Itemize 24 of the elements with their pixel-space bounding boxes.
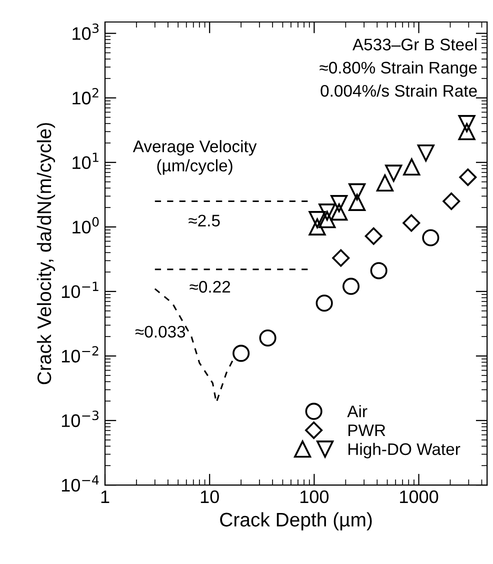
x-tick-label: 100 [300, 490, 329, 504]
legend-label: High-DO Water [348, 442, 460, 458]
x-axis-title: Crack Depth (µm) [220, 512, 372, 530]
annotation: A533–Gr B Steel [352, 38, 476, 50]
annotation: Average Velocity (µm/cycle) [132, 140, 257, 175]
annotation: ≈2.5 [188, 214, 220, 227]
legend-label: Air [347, 405, 368, 418]
x-tick-label: 10 [200, 490, 219, 504]
y-tick-label: 10$^{−3}$ [62, 410, 98, 428]
y-axis-title: Crack Velocity, da/dN(m/cycle) [36, 123, 56, 384]
y-tick-label: 10$^{−2}$ [62, 346, 98, 363]
x-tick-label: 1 [101, 490, 110, 503]
y-tick-label: 10$^{2}$ [72, 88, 98, 104]
y-tick-label: 10$^{1}$ [72, 152, 98, 170]
annotation: ≈0.80% Strain Range [320, 61, 477, 77]
legend-label: PWR [348, 424, 386, 436]
annotation: 0.004%/s Strain Rate [320, 84, 477, 97]
annotation: ≈0.22 [190, 280, 230, 293]
y-tick-label: 10$^{0}$ [72, 217, 99, 234]
y-tick-label: 10$^{−1}$ [62, 282, 98, 298]
y-tick-label: 10$^{3}$ [72, 23, 99, 40]
y-tick-label: 10$^{−4}$ [62, 475, 99, 492]
x-tick-label: 1000 [400, 490, 438, 504]
annotation: ≈0.033 [135, 326, 186, 338]
